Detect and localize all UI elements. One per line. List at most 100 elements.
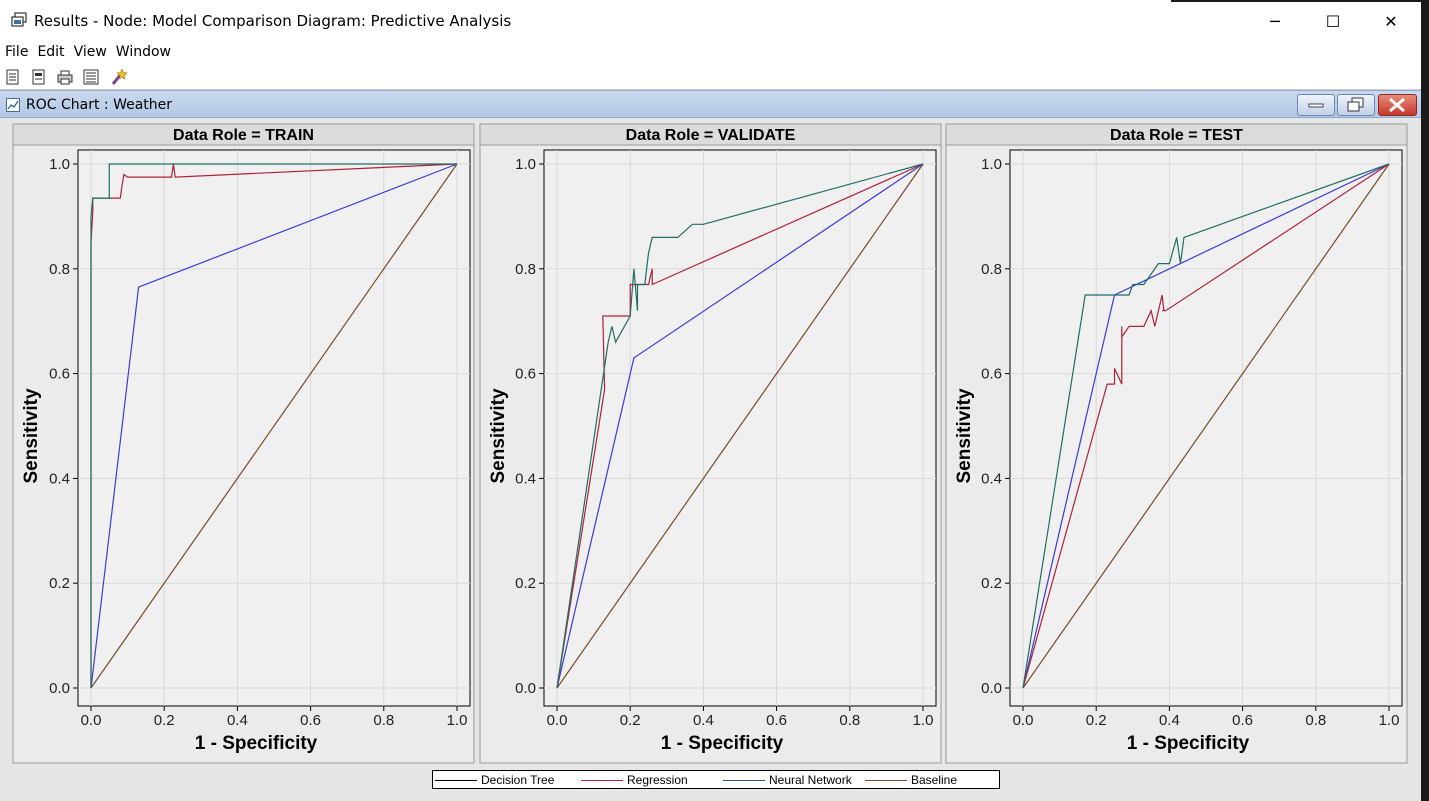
x-tick-label: 0.6 — [300, 712, 321, 729]
y-tick-label: 0.6 — [515, 366, 536, 383]
window-title: Results - Node: Model Comparison Diagram… — [34, 12, 512, 30]
toolbar — [0, 64, 1421, 90]
series-line-regression — [1022, 163, 1390, 689]
y-tick-label: 0.0 — [981, 680, 1002, 697]
x-tick-label: 1.0 — [447, 712, 468, 729]
y-tick-label: 1.0 — [981, 156, 1002, 173]
inner-close-button[interactable] — [1378, 94, 1417, 116]
panel-title: Data Role = TRAIN — [173, 127, 314, 144]
menu-view[interactable]: View — [73, 44, 107, 60]
magic-wand-icon[interactable] — [110, 68, 128, 86]
y-tick-label: 0.0 — [49, 680, 70, 697]
series-line-neural-network — [1022, 163, 1390, 689]
desktop-edge — [1171, 0, 1429, 801]
x-tick-label: 0.0 — [1013, 712, 1034, 729]
legend-swatch — [865, 779, 907, 781]
x-tick-label: 0.8 — [1305, 712, 1326, 729]
x-tick-label: 0.4 — [1159, 712, 1180, 729]
x-axis-label: 1 - Specificity — [195, 733, 318, 754]
y-axis-label: Sensitivity — [488, 388, 509, 483]
y-tick-label: 0.4 — [981, 470, 1002, 487]
close-button[interactable]: ✕ — [1362, 0, 1420, 42]
menu-window[interactable]: Window — [115, 44, 171, 60]
y-tick-label: 0.8 — [49, 261, 70, 278]
close-icon — [1389, 97, 1405, 113]
roc-panel-train: Data Role = TRAIN 0.0 0.2 0.4 0.6 0.8 1.0 0.0 0.… — [12, 123, 475, 764]
minimize-icon — [1308, 103, 1324, 108]
restore-icon — [1347, 97, 1364, 112]
x-tick-label: 0.2 — [154, 712, 175, 729]
roc-panel-test: Data Role = TEST 0.0 0.2 0.4 0.6 0.8 1.0 0.0 0.2… — [945, 123, 1408, 764]
series-line-decision-tree — [90, 163, 458, 689]
series-line-regression — [556, 163, 924, 689]
new-document-icon[interactable] — [4, 68, 22, 86]
x-tick-label: 0.2 — [1086, 712, 1107, 729]
y-tick-label: 0.2 — [515, 575, 536, 592]
chart-window-titlebar: ROC Chart : Weather — [0, 90, 1421, 118]
x-tick-label: 0.8 — [373, 712, 394, 729]
y-tick-label: 0.6 — [49, 366, 70, 383]
y-tick-label: 0.2 — [49, 575, 70, 592]
print-icon[interactable] — [56, 68, 74, 86]
y-tick-label: 0.4 — [515, 470, 536, 487]
x-axis-label: 1 - Specificity — [661, 733, 784, 754]
y-tick-label: 0.8 — [981, 261, 1002, 278]
maximize-button[interactable]: ☐ — [1304, 0, 1362, 42]
y-axis-label: Sensitivity — [21, 388, 42, 483]
panel-header — [12, 123, 475, 146]
app-icon — [11, 12, 27, 27]
roc-panel-validate: Data Role = VALIDATE 0.0 0.2 0.4 0.6 0.8 1.0 0.… — [479, 123, 942, 764]
window-titlebar: Results - Node: Model Comparison Diagram… — [0, 0, 1421, 42]
legend-item-decision-tree: Decision Tree — [435, 773, 554, 787]
panel-title: Data Role = VALIDATE — [626, 127, 796, 144]
y-tick-label: 1.0 — [515, 156, 536, 173]
y-tick-label: 0.0 — [515, 680, 536, 697]
chart-legend: Decision Tree Regression Neural Network … — [432, 770, 1000, 789]
menu-file[interactable]: File — [5, 44, 29, 60]
y-tick-label: 0.6 — [981, 366, 1002, 383]
x-tick-label: 0.4 — [227, 712, 248, 729]
series-line-neural-network — [556, 163, 924, 689]
minimize-button[interactable]: ─ — [1246, 0, 1304, 42]
y-tick-label: 0.4 — [49, 470, 70, 487]
legend-label: Decision Tree — [481, 773, 555, 787]
inner-minimize-button[interactable] — [1297, 94, 1335, 116]
roc-chart-area: Data Role = TRAIN 0.0 0.2 0.4 0.6 0.8 1.0 0.0 0.… — [0, 118, 1421, 801]
x-tick-label: 0.6 — [1232, 712, 1253, 729]
x-tick-label: 1.0 — [913, 712, 934, 729]
x-tick-label: 0.2 — [620, 712, 641, 729]
x-tick-label: 0.4 — [693, 712, 714, 729]
chart-window-title: ROC Chart : Weather — [26, 97, 173, 113]
series-line-decision-tree — [556, 163, 924, 689]
legend-swatch — [723, 779, 765, 781]
menu-edit[interactable]: Edit — [37, 44, 65, 60]
close-icon: ✕ — [1384, 11, 1398, 31]
legend-item-neural-network: Neural Network — [723, 773, 852, 787]
series-line-baseline — [90, 163, 458, 689]
legend-label: Baseline — [911, 773, 958, 787]
panel-header — [945, 123, 1408, 146]
menu-bar: File Edit View Window — [0, 42, 1421, 64]
open-document-icon[interactable] — [30, 68, 48, 86]
panel-title: Data Role = TEST — [1110, 127, 1243, 144]
legend-swatch — [435, 779, 477, 781]
panel-header — [479, 123, 942, 146]
maximize-icon: ☐ — [1325, 11, 1341, 31]
inner-restore-button[interactable] — [1337, 94, 1375, 116]
legend-label: Regression — [627, 773, 688, 787]
series-line-baseline — [1022, 163, 1390, 689]
x-tick-label: 0.8 — [839, 712, 860, 729]
x-axis-label: 1 - Specificity — [1127, 733, 1250, 754]
x-tick-label: 1.0 — [1379, 712, 1400, 729]
properties-icon[interactable] — [82, 68, 100, 86]
minimize-icon: ─ — [1270, 11, 1280, 31]
legend-label: Neural Network — [769, 773, 852, 787]
roc-charts: Data Role = TRAIN 0.0 0.2 0.4 0.6 0.8 1.0 0.0 0.… — [12, 123, 1408, 764]
y-tick-label: 1.0 — [49, 156, 70, 173]
x-tick-label: 0.6 — [766, 712, 787, 729]
y-tick-label: 0.2 — [981, 575, 1002, 592]
series-line-neural-network — [90, 163, 457, 688]
legend-item-baseline: Baseline — [865, 773, 957, 787]
y-tick-label: 0.8 — [515, 261, 536, 278]
chart-icon — [6, 98, 20, 112]
